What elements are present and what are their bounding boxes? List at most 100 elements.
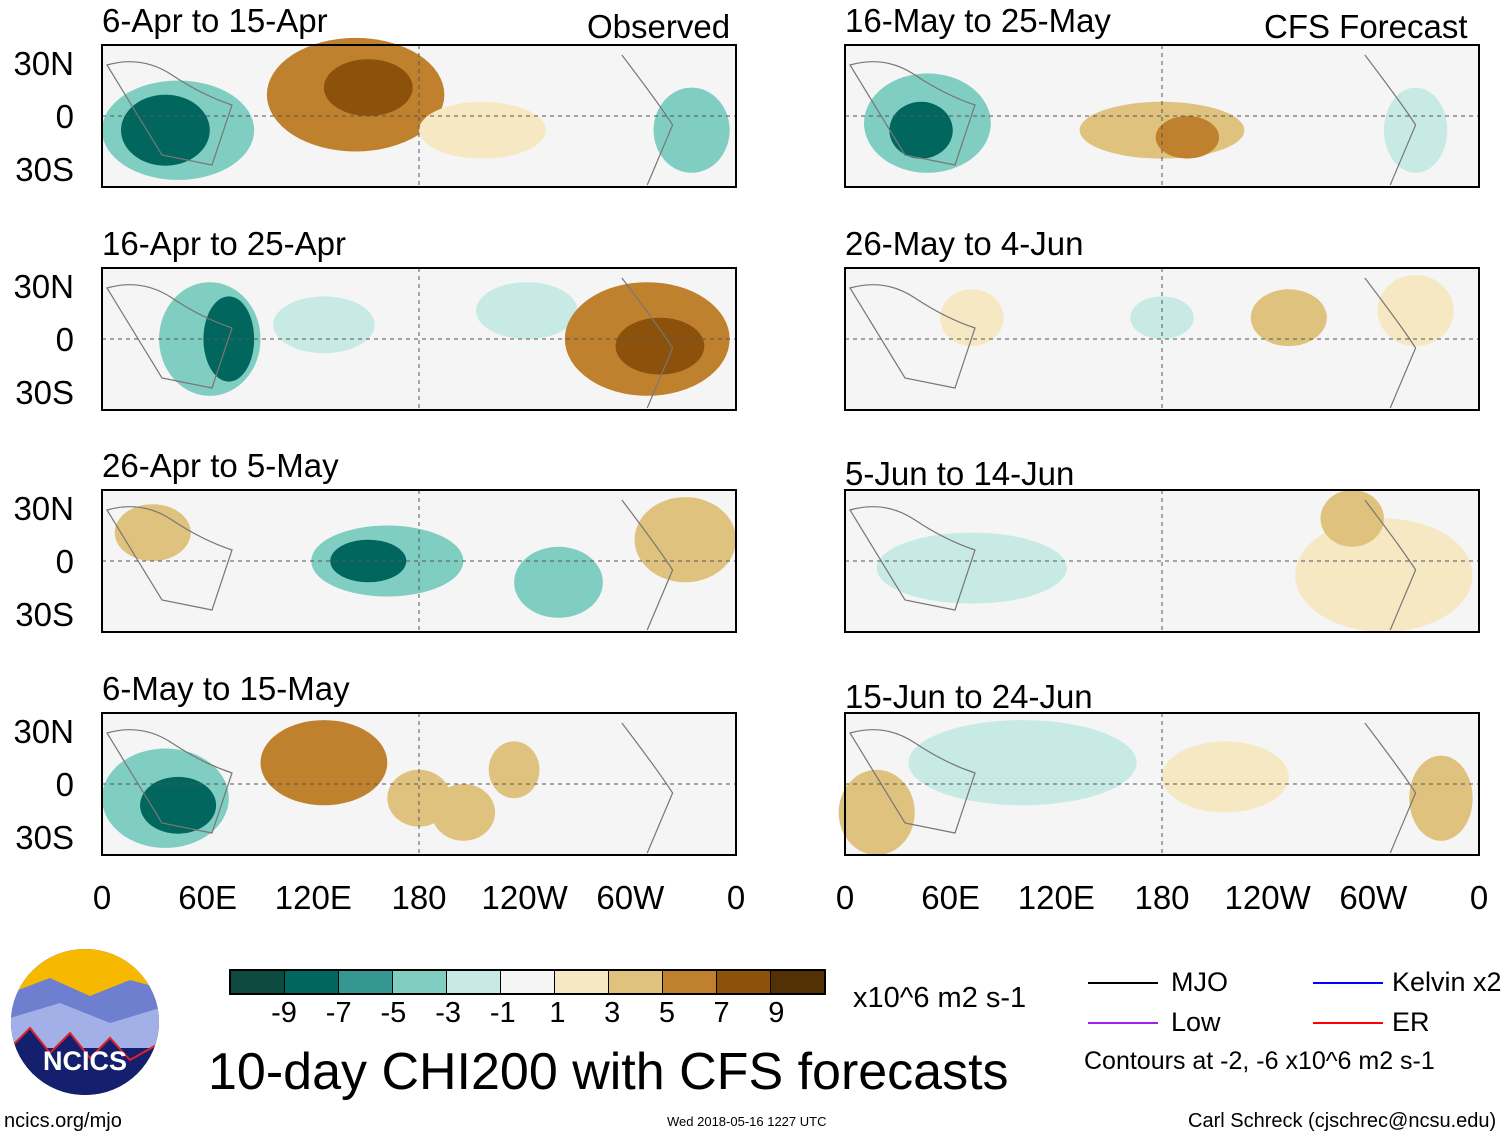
panel-frame xyxy=(844,267,1480,411)
map-panel xyxy=(838,712,1480,856)
anomaly-region xyxy=(476,282,578,339)
anomaly-region xyxy=(940,289,1004,347)
lat-label: 0 xyxy=(55,766,74,803)
colorbar-swatch xyxy=(393,971,447,993)
coastline xyxy=(1364,277,1417,409)
coastline xyxy=(621,277,674,409)
colorbar-swatch xyxy=(501,971,555,993)
lon-label: 120E xyxy=(1017,879,1095,916)
coastline xyxy=(106,61,233,166)
map-panel xyxy=(101,489,737,633)
panel-frame xyxy=(844,44,1480,188)
footer-url[interactable]: ncics.org/mjo xyxy=(4,1110,122,1132)
panel-title: 5-Jun to 14-Jun xyxy=(845,455,1075,492)
ncics-logo[interactable]: NCICS xyxy=(10,948,160,1096)
legend-er: ER xyxy=(1392,1007,1430,1037)
colorbar-label: 3 xyxy=(604,997,621,1029)
panel-title: 16-May to 25-May xyxy=(845,2,1111,39)
lon-label: 60W xyxy=(596,879,665,916)
lat-label: 30S xyxy=(15,819,74,856)
anomaly-region xyxy=(1320,490,1384,547)
lon-label: 120W xyxy=(1224,879,1311,916)
coastline xyxy=(106,284,233,389)
lat-label: 30S xyxy=(15,374,74,411)
anomaly-region xyxy=(889,101,953,159)
legend-low-line xyxy=(1088,1022,1158,1024)
lat-label: 30N xyxy=(13,268,74,305)
anomaly-region xyxy=(838,769,915,855)
logo-text: NCICS xyxy=(43,1046,127,1076)
coastline xyxy=(1364,54,1417,186)
coastline xyxy=(621,722,674,854)
anomaly-region xyxy=(114,504,191,561)
colorbar-label: -1 xyxy=(489,997,516,1029)
lat-label: 30S xyxy=(15,151,74,188)
legend-low: Low xyxy=(1171,1007,1221,1037)
map-panel xyxy=(101,267,737,411)
colorbar-label: 1 xyxy=(549,997,566,1029)
lon-label: 0 xyxy=(835,879,855,916)
colorbar-swatch xyxy=(447,971,501,993)
forecast-header: CFS Forecast xyxy=(1264,8,1468,45)
panel-frame xyxy=(101,712,737,856)
coastline xyxy=(849,506,976,611)
panel-title: 16-Apr to 25-Apr xyxy=(102,225,346,262)
panel-title: 6-May to 15-May xyxy=(102,670,350,707)
figure-title: 10-day CHI200 with CFS forecasts xyxy=(208,1043,1009,1101)
lat-label: 30N xyxy=(13,45,74,82)
contour-note: Contours at -2, -6 x10^6 m2 s-1 xyxy=(1084,1047,1435,1075)
observed-header: Observed xyxy=(587,8,731,45)
map-panel xyxy=(844,44,1480,188)
colorbar-label: 7 xyxy=(713,997,730,1029)
coastline xyxy=(106,506,233,611)
colorbar-label: -9 xyxy=(271,997,297,1029)
lon-label: 180 xyxy=(1134,879,1190,916)
colorbar-swatch xyxy=(285,971,339,993)
colorbar-swatch xyxy=(717,971,771,993)
legend-kelvin: Kelvin x2 xyxy=(1392,967,1502,997)
legend-mjo: MJO xyxy=(1171,967,1228,997)
colorbar-swatch xyxy=(231,971,285,993)
colorbar-label: -7 xyxy=(325,997,352,1029)
coastline xyxy=(849,729,976,834)
anomaly-region xyxy=(273,296,375,354)
panel-frame xyxy=(844,712,1480,856)
coastline xyxy=(849,61,976,166)
legend-mjo-line xyxy=(1088,982,1158,984)
anomaly-region xyxy=(1295,518,1473,632)
panel-title: 26-May to 4-Jun xyxy=(845,225,1084,262)
colorbar-swatch xyxy=(771,971,824,993)
lon-label: 120W xyxy=(481,879,568,916)
anomaly-region xyxy=(121,94,210,166)
colorbar-swatch xyxy=(555,971,609,993)
anomaly-region xyxy=(488,741,540,799)
anomaly-region xyxy=(431,784,496,841)
coastline xyxy=(849,284,976,389)
map-panel xyxy=(101,37,737,188)
lon-label: 180 xyxy=(391,879,447,916)
lon-label: 60W xyxy=(1339,879,1408,916)
lon-label: 60E xyxy=(178,879,238,916)
anomaly-region xyxy=(653,87,730,173)
panel-title: 15-Jun to 24-Jun xyxy=(845,678,1093,715)
colorbar-label: -3 xyxy=(435,997,461,1029)
coastline xyxy=(621,54,674,186)
lat-label: 0 xyxy=(55,321,74,358)
lon-label: 0 xyxy=(1469,879,1489,916)
lat-label: 0 xyxy=(55,543,74,580)
coastline xyxy=(621,499,674,631)
anomaly-region xyxy=(140,776,217,834)
anomaly-region xyxy=(514,546,603,618)
colorbar-swatch xyxy=(339,971,393,993)
anomaly-region xyxy=(876,532,1067,604)
colorbar-units: x10^6 m2 s-1 xyxy=(853,982,1027,1014)
lon-label: 0 xyxy=(726,879,746,916)
coastline xyxy=(1364,499,1417,631)
map-panel xyxy=(101,712,737,856)
map-panel xyxy=(844,489,1480,633)
panel-title: 6-Apr to 15-Apr xyxy=(102,2,328,39)
colorbar-label: 5 xyxy=(658,997,675,1029)
anomaly-region xyxy=(1155,116,1220,159)
legend-kelvin-line xyxy=(1313,982,1383,984)
anomaly-region xyxy=(1409,755,1473,841)
